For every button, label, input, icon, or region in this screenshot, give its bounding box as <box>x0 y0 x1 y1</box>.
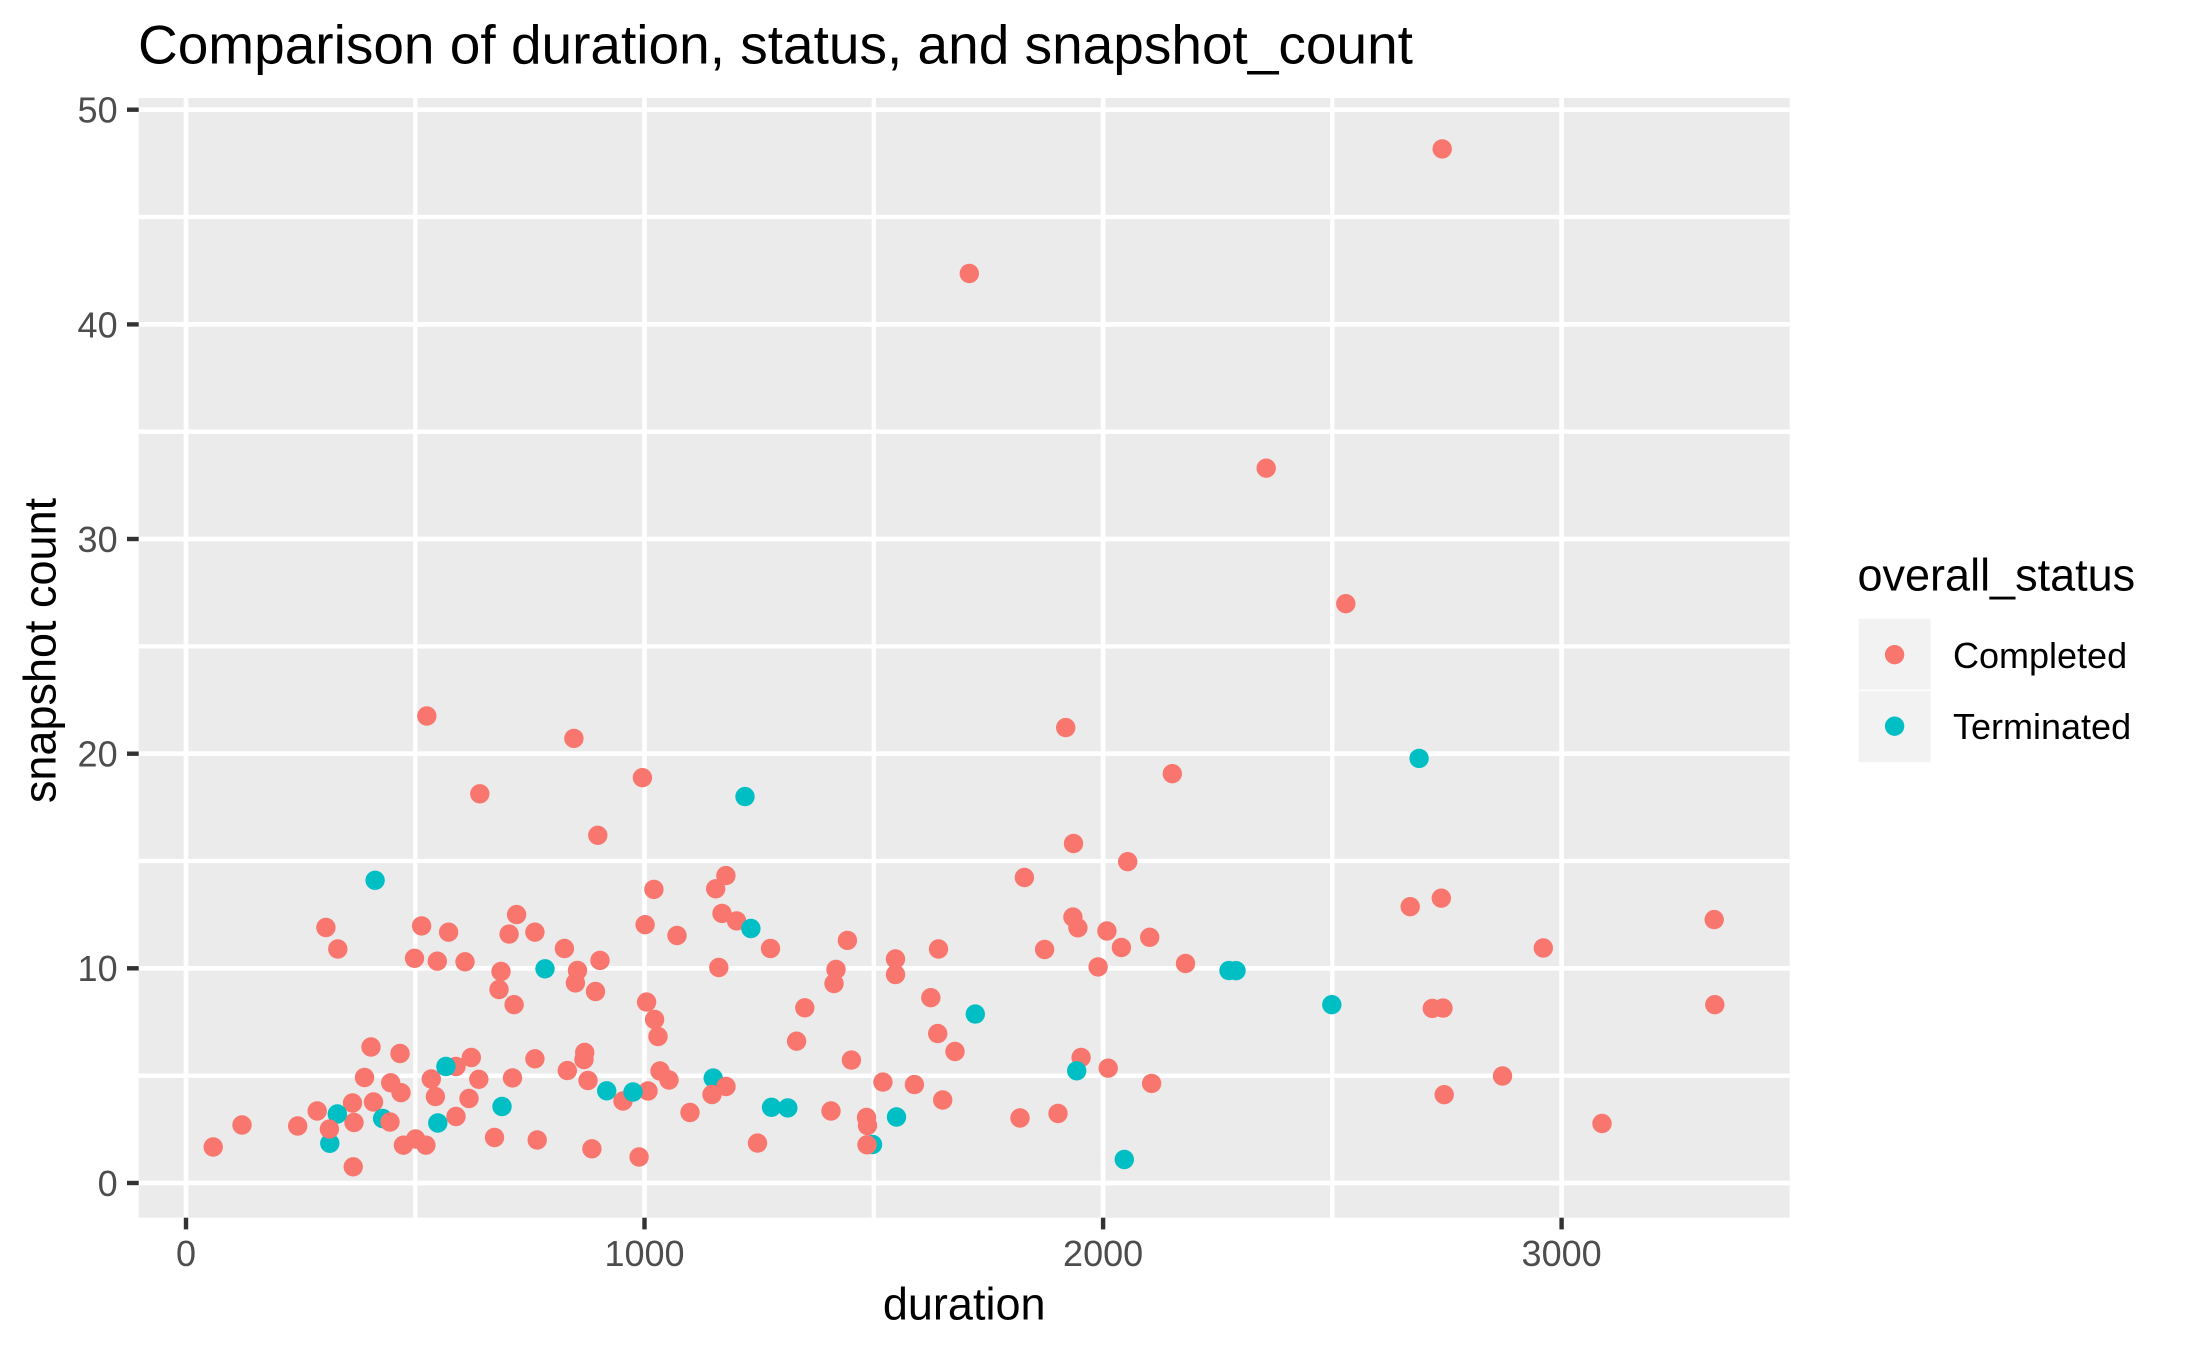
svg-text:snapshot count: snapshot count <box>15 497 66 803</box>
svg-text:50: 50 <box>78 90 118 131</box>
svg-text:1000: 1000 <box>604 1233 684 1274</box>
svg-text:Completed: Completed <box>1953 635 2127 676</box>
svg-text:0: 0 <box>98 1163 118 1204</box>
svg-text:30: 30 <box>78 519 118 560</box>
svg-text:0: 0 <box>176 1233 196 1274</box>
svg-text:2000: 2000 <box>1063 1233 1143 1274</box>
svg-text:duration: duration <box>883 1279 1046 1330</box>
svg-text:Terminated: Terminated <box>1953 706 2131 747</box>
svg-text:20: 20 <box>78 734 118 775</box>
svg-text:10: 10 <box>78 948 118 989</box>
svg-text:3000: 3000 <box>1522 1233 1602 1274</box>
svg-text:Comparison of duration, status: Comparison of duration, status, and snap… <box>138 14 1413 76</box>
svg-text:overall_status: overall_status <box>1858 550 2136 601</box>
svg-text:40: 40 <box>78 304 118 345</box>
